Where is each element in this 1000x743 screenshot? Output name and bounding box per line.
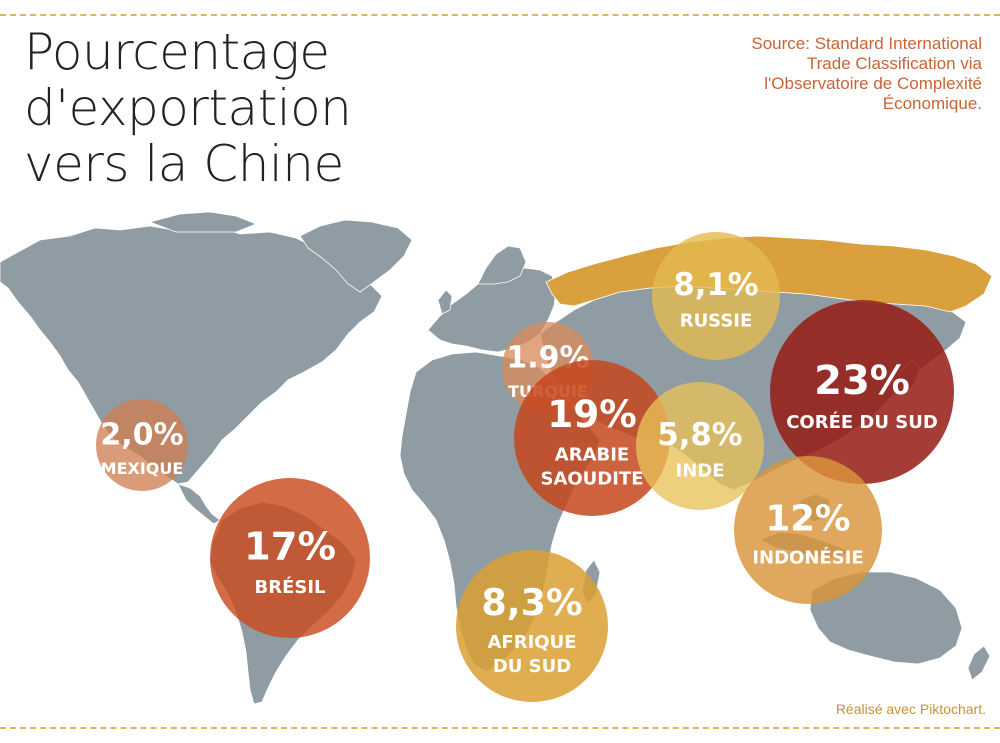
bubble-country-inde-1: INDE [676, 460, 725, 481]
bubble-coree-du-sud: 23% CORÉE DU SUD [770, 300, 954, 484]
title-line-1: Pourcentage d'exportation [24, 23, 352, 137]
bubble-value-mexique: 2,0% [100, 418, 183, 453]
page-title: Pourcentage d'exportation vers la Chine [24, 24, 664, 192]
bubble-country-coree-du-sud-1: CORÉE DU SUD [786, 411, 938, 433]
bubble-circle-afrique-du-sud [456, 550, 608, 702]
bubble-value-russie: 8,1% [673, 267, 758, 303]
north-america-landmass [0, 225, 383, 485]
bubble-country-mexique-1: MEXIQUE [101, 459, 184, 478]
bubble-country-afrique-du-sud-1: AFRIQUE [488, 632, 577, 653]
bubble-country-indonesie-1: INDONÉSIE [752, 546, 863, 568]
bubble-country-russie-1: RUSSIE [680, 310, 753, 331]
bubble-value-indonesie: 12% [765, 498, 850, 539]
top-divider [0, 14, 1000, 16]
bubble-value-coree-du-sud: 23% [814, 358, 910, 404]
bubble-circle-inde [636, 382, 764, 510]
bubble-inde: 5,8% INDE [636, 382, 764, 510]
bubble-value-bresil: 17% [244, 524, 336, 569]
bubble-circle-indonesie [734, 456, 882, 604]
central-america [177, 483, 221, 525]
british-isles [437, 289, 453, 315]
bubble-country-arabie-saoudite-2: SAOUDITE [540, 468, 643, 489]
bubble-value-afrique-du-sud: 8,3% [481, 581, 582, 624]
bubble-russie: 8,1% RUSSIE [652, 232, 780, 360]
source-line-2: Trade Classification via [806, 54, 982, 73]
bubble-layer: 2,0%MEXIQUE17%BRÉSIL1.9%TURQUIE19%ARABIE… [96, 232, 954, 702]
bubble-country-arabie-saoudite-1: ARABIE [555, 444, 629, 465]
australia-landmass [809, 571, 963, 665]
bottom-divider [0, 727, 1000, 729]
bubble-country-afrique-du-sud-2: DU SUD [493, 656, 571, 677]
bubble-afrique-du-sud: 8,3% AFRIQUE DU SUD [456, 550, 608, 702]
bubble-bresil: 17% BRÉSIL [210, 478, 370, 638]
bubble-circle-mexique [96, 399, 188, 491]
scandinavia [477, 245, 527, 285]
new-zealand [967, 645, 991, 681]
bubble-indonesie: 12% INDONÉSIE [734, 456, 882, 604]
bubble-country-bresil-1: BRÉSIL [254, 576, 325, 598]
bubble-mexique: 2,0% MEXIQUE [96, 399, 188, 491]
bubble-circle-bresil [210, 478, 370, 638]
bubble-value-inde: 5,8% [657, 417, 742, 453]
source-line-3: l'Observatoire de Complexité [764, 74, 982, 93]
bubble-circle-coree-du-sud [770, 300, 954, 484]
arctic-islands [148, 211, 258, 233]
title-line-2: vers la Chine [24, 135, 344, 193]
source-note: Source: Standard International Trade Cla… [682, 34, 982, 114]
bubble-value-arabie-saoudite: 19% [547, 392, 637, 436]
bubble-circle-arabie-saoudite [514, 360, 670, 516]
source-line-1: Source: Standard International [751, 34, 982, 53]
source-line-4: Économique. [882, 94, 982, 113]
bubble-circle-russie [652, 232, 780, 360]
bubble-arabie-saoudite: 19% ARABIE SAOUDITE [514, 360, 670, 516]
greenland [299, 219, 413, 293]
credit-note: Réalisé avec Piktochart. [835, 701, 986, 717]
